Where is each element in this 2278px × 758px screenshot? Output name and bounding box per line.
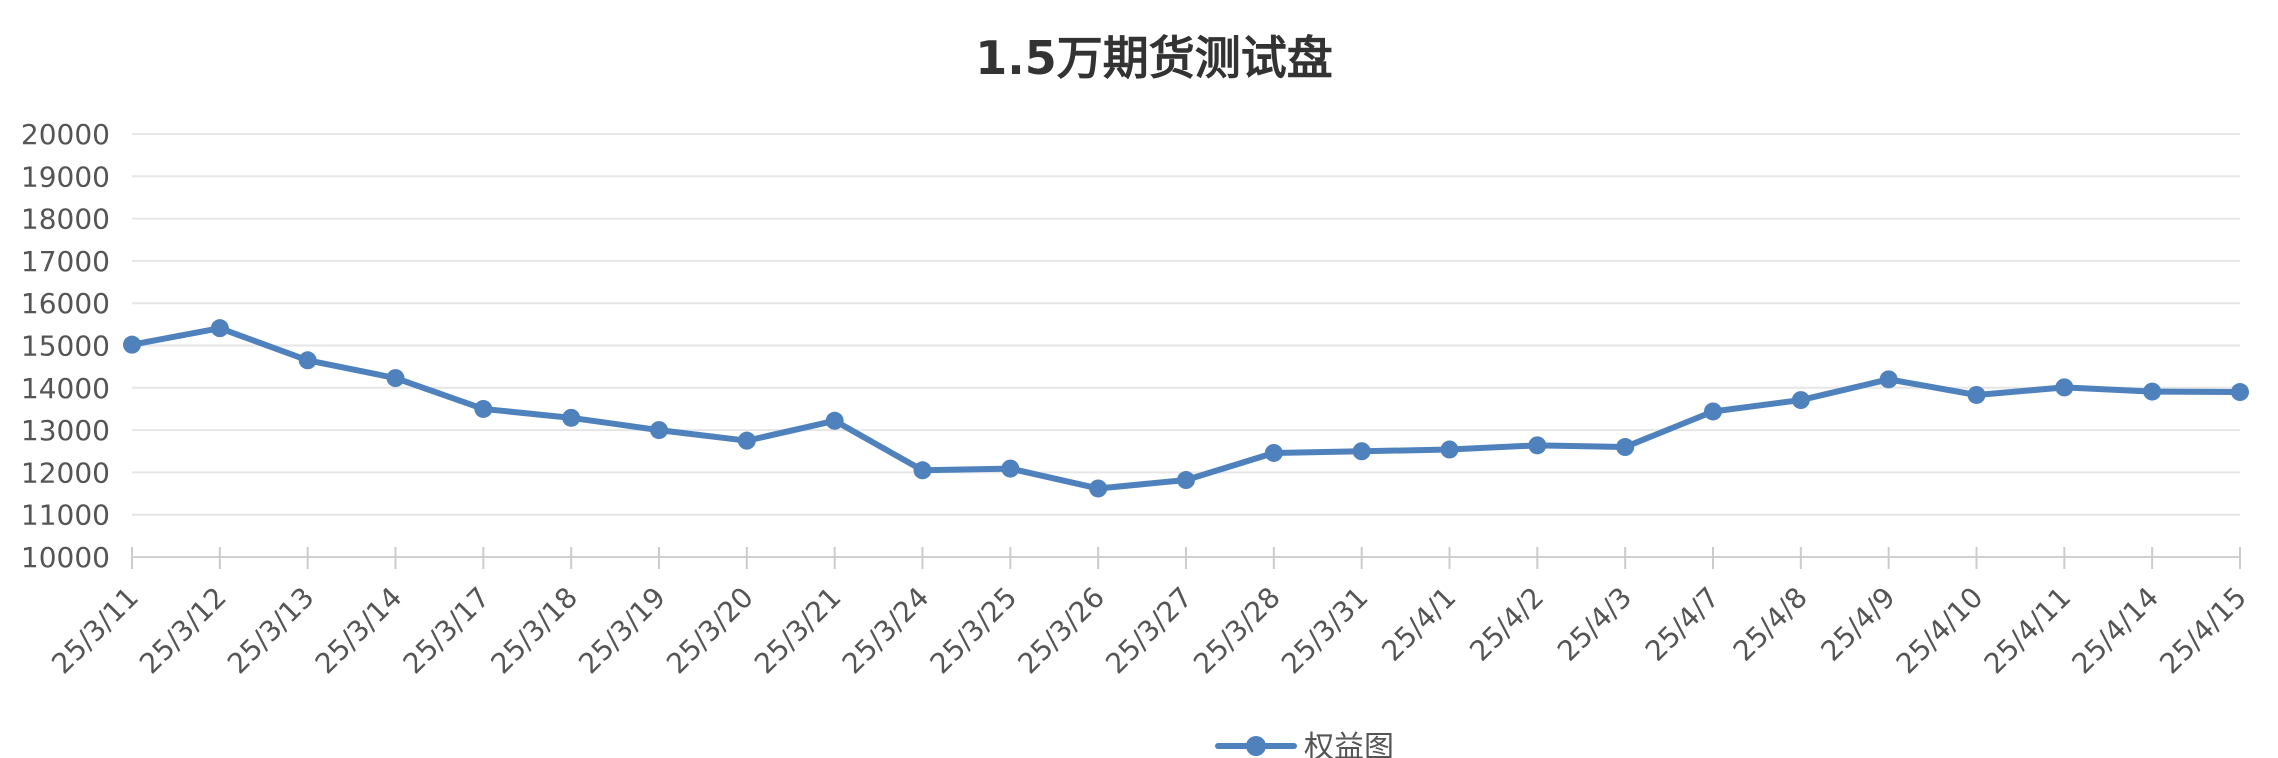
data-point[interactable] <box>1264 443 1283 462</box>
y-tick-label: 17000 <box>21 245 110 278</box>
y-tick-label: 13000 <box>21 414 110 447</box>
data-point[interactable] <box>2055 378 2074 397</box>
y-tick-label: 18000 <box>21 203 110 236</box>
legend-label: 权益图 <box>1304 730 1394 758</box>
x-tick-label: 25/4/3 <box>1551 581 1638 668</box>
data-point[interactable] <box>1001 459 1020 478</box>
data-point[interactable] <box>1704 402 1722 421</box>
gridlines <box>132 133 2240 558</box>
y-tick-label: 20000 <box>21 118 110 151</box>
x-tick-label: 25/4/1 <box>1375 581 1462 668</box>
x-tick-label: 25/3/24 <box>836 581 936 681</box>
series-layer <box>123 319 2249 498</box>
y-tick-label: 10000 <box>21 541 110 574</box>
x-tick-label: 25/3/26 <box>1011 581 1111 681</box>
x-tick-label: 25/3/28 <box>1187 581 1287 681</box>
x-tick-label: 25/4/10 <box>1890 581 1990 681</box>
x-tick-label: 25/3/25 <box>924 581 1024 681</box>
data-point[interactable] <box>737 431 756 450</box>
data-point[interactable] <box>562 408 581 427</box>
y-axis: 10000 11000 12000 13000 14000 15000 16000 17000… <box>21 118 110 574</box>
x-tick-label: 25/4/15 <box>2153 581 2253 681</box>
data-point[interactable] <box>1879 370 1898 389</box>
data-point[interactable] <box>1967 385 1986 404</box>
data-point[interactable] <box>1352 442 1371 461</box>
data-point[interactable] <box>1440 440 1459 459</box>
data-point[interactable] <box>825 411 844 430</box>
data-point[interactable] <box>2231 383 2249 402</box>
data-point[interactable] <box>298 351 317 370</box>
chart-title: 1.5万期货测试盘 <box>975 31 1333 85</box>
x-tick-label: 25/3/18 <box>484 581 584 681</box>
data-point[interactable] <box>1177 471 1195 490</box>
x-tick-label: 25/3/14 <box>309 581 409 681</box>
x-tick-label: 25/4/2 <box>1463 581 1550 668</box>
x-tick-label: 25/3/17 <box>397 581 497 681</box>
x-tick-label: 25/4/7 <box>1639 581 1726 668</box>
legend-marker <box>1246 736 1266 756</box>
data-point[interactable] <box>210 319 229 338</box>
data-point[interactable] <box>1528 436 1547 455</box>
x-tick-label: 25/4/14 <box>2065 581 2165 681</box>
x-tick-label: 25/4/11 <box>1978 581 2078 681</box>
x-tick-label: 25/4/9 <box>1815 581 1902 668</box>
x-tick-label: 25/3/20 <box>660 581 760 681</box>
y-tick-label: 16000 <box>21 287 110 320</box>
data-point[interactable] <box>1616 438 1635 457</box>
data-point[interactable] <box>123 335 141 354</box>
x-tick-label: 25/4/8 <box>1727 581 1814 668</box>
y-tick-label: 11000 <box>21 499 110 532</box>
x-tick-label: 25/3/21 <box>748 581 848 681</box>
data-point[interactable] <box>1089 479 1108 498</box>
y-tick-label: 15000 <box>21 330 110 363</box>
y-tick-label: 19000 <box>21 160 110 193</box>
data-point[interactable] <box>2143 382 2162 401</box>
x-tick-label: 25/3/31 <box>1275 581 1375 681</box>
x-axis: 25/3/1125/3/1225/3/1325/3/1425/3/1725/3/… <box>45 547 2253 680</box>
y-tick-label: 12000 <box>21 456 110 489</box>
legend: 权益图 <box>1215 730 1394 758</box>
x-tick-label: 25/3/27 <box>1099 581 1199 681</box>
data-point[interactable] <box>913 461 932 480</box>
data-point[interactable] <box>474 399 493 418</box>
x-tick-label: 25/3/12 <box>133 581 233 681</box>
data-point[interactable] <box>650 421 668 440</box>
x-tick-label: 25/3/19 <box>572 581 672 681</box>
series-line <box>129 325 2243 492</box>
data-point[interactable] <box>386 369 405 388</box>
data-point[interactable] <box>1791 391 1810 410</box>
y-tick-label: 14000 <box>21 372 110 405</box>
x-tick-label: 25/3/13 <box>221 581 321 681</box>
x-tick-label: 25/3/11 <box>45 581 145 681</box>
